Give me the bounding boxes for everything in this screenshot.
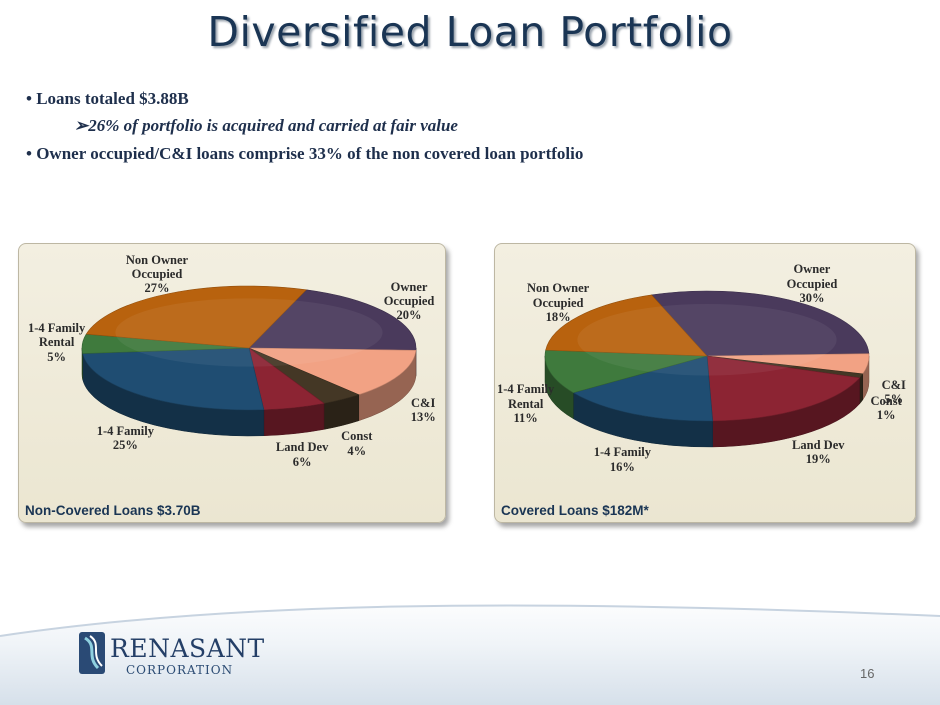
pie-slice-1-4-family bbox=[82, 347, 265, 411]
pie-label-non-owner-occupied: Non Owner Occupied 27% bbox=[125, 252, 189, 296]
sub-bullet-acquired: ➢26% of portfolio is acquired and carrie… bbox=[74, 116, 458, 136]
pie-label-c-i: C&I 5% bbox=[881, 378, 906, 407]
non-covered-caption: Non-Covered Loans $3.70B bbox=[25, 503, 201, 518]
pie-highlight bbox=[577, 304, 837, 376]
company-logo: RENASANT CORPORATION bbox=[78, 630, 264, 682]
pie-label-c-i: C&I 13% bbox=[410, 395, 436, 425]
logo-name: RENASANT bbox=[110, 634, 265, 663]
pie-highlight bbox=[115, 298, 383, 367]
pie-label-const: Const 4% bbox=[341, 429, 373, 458]
pie-label-non-owner-occupied: Non Owner Occupied 18% bbox=[527, 281, 590, 325]
pie-label-owner-occupied: Owner Occupied 30% bbox=[786, 262, 838, 306]
pie-side-const bbox=[859, 373, 863, 405]
footer-wave bbox=[0, 594, 940, 637]
pie-label-land-dev: Land Dev 19% bbox=[792, 437, 845, 467]
logo-subtitle: CORPORATION bbox=[126, 663, 234, 677]
pie-slice-non-owner-occupied bbox=[545, 294, 708, 357]
pie-label-1-4-family-rental: 1-4 Family Rental 5% bbox=[27, 320, 86, 364]
bullet-loans-total: • Loans totaled $3.88B bbox=[26, 89, 189, 108]
pie-slice-1-4-family bbox=[572, 355, 714, 422]
pie-slice-c-i bbox=[248, 347, 417, 396]
covered-chart-panel: Covered Loans $182M* Owner Occupied 30% C&I… bbox=[494, 243, 916, 523]
pie-label-1-4-family: 1-4 Family 16% bbox=[593, 445, 652, 474]
pie-label-const: Const 1% bbox=[870, 394, 902, 423]
non-covered-pie-chart bbox=[81, 285, 417, 437]
pie-slice-owner-occupied bbox=[248, 289, 417, 351]
pie-slice-1-4-family-rental bbox=[544, 349, 708, 394]
pie-label-owner-occupied: Owner Occupied 20% bbox=[383, 279, 435, 323]
pie-slice-owner-occupied bbox=[650, 290, 870, 357]
bullet-list: • Loans totaled $3.88B ➢26% of portfolio… bbox=[26, 88, 586, 170]
pie-slice-land-dev bbox=[706, 355, 861, 422]
bullet-owner-occupied: • Owner occupied/C&I loans comprise 33% … bbox=[26, 143, 584, 163]
logo-emblem-icon bbox=[79, 632, 105, 674]
pie-slice-non-owner-occupied bbox=[85, 285, 308, 349]
page-number: 16 bbox=[860, 666, 875, 681]
covered-pie-chart bbox=[544, 290, 870, 448]
footer-band bbox=[0, 594, 940, 705]
pie-label-1-4-family-rental: 1-4 Family Rental 11% bbox=[497, 382, 555, 426]
non-covered-chart-panel: Non-Covered Loans $3.70B Owner Occupied 20… bbox=[18, 243, 446, 523]
page-title: Diversified Loan Portfolio bbox=[207, 8, 733, 56]
pie-label-land-dev: Land Dev 6% bbox=[275, 440, 329, 469]
covered-caption: Covered Loans $182M* bbox=[501, 503, 649, 518]
pie-label-1-4-family: 1-4 Family 25% bbox=[96, 423, 154, 453]
